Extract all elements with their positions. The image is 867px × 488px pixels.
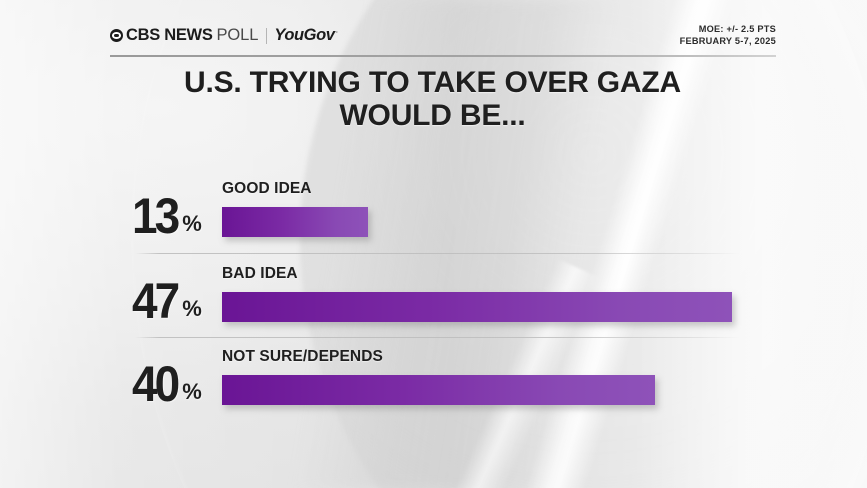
value-group: 40 % <box>132 350 218 412</box>
page-title-line-2: WOULD BE... <box>339 99 526 132</box>
page-title: U.S. TRYING TO TAKE OVER GAZA WOULD BE..… <box>60 66 805 132</box>
header-rule <box>110 55 776 57</box>
value-group: 47 % <box>132 267 218 329</box>
category-label: NOT SURE/DEPENDS <box>222 348 383 365</box>
field-dates: FEBRUARY 5-7, 2025 <box>679 35 776 46</box>
chart-row: 40 % NOT SURE/DEPENDS <box>0 342 867 426</box>
logo-poll: POLL <box>216 26 259 44</box>
logo-yougov: YouGov <box>274 26 335 44</box>
cbs-eye-icon <box>110 29 123 42</box>
value-group: 13 % <box>132 182 218 244</box>
background-right-wash <box>637 0 867 488</box>
chart-row: 47 % BAD IDEA <box>0 259 867 343</box>
cbs-news-poll-logo: CBS NEWS POLL YouGov ˚ <box>110 26 338 45</box>
percent-sign: % <box>182 379 202 404</box>
bar-bad-idea <box>222 292 732 322</box>
bar-good-idea <box>222 207 368 237</box>
margin-of-error: MOE: +/- 2.5 PTS <box>698 24 776 34</box>
category-label: BAD IDEA <box>222 265 298 282</box>
percent-sign: % <box>182 211 202 236</box>
header: CBS NEWS POLL YouGov ˚ MOE: +/- 2.5 PTS … <box>110 24 776 52</box>
page-title-line-1: U.S. TRYING TO TAKE OVER GAZA <box>183 66 681 99</box>
row-divider <box>135 253 740 254</box>
logo-cbs-news: CBS NEWS <box>126 26 213 44</box>
row-divider <box>135 337 740 338</box>
value-number: 13 <box>132 188 180 244</box>
value-number: 40 <box>132 356 180 412</box>
value-number: 47 <box>132 273 180 329</box>
bar-not-sure-depends <box>222 375 655 405</box>
logo-trademark: ˚ <box>335 32 338 39</box>
percent-sign: % <box>182 296 202 321</box>
category-label: GOOD IDEA <box>222 180 312 197</box>
logo-divider <box>266 27 268 44</box>
poll-metadata: MOE: +/- 2.5 PTS FEBRUARY 5-7, 2025 <box>680 24 776 47</box>
chart-row: 13 % GOOD IDEA <box>0 174 867 258</box>
